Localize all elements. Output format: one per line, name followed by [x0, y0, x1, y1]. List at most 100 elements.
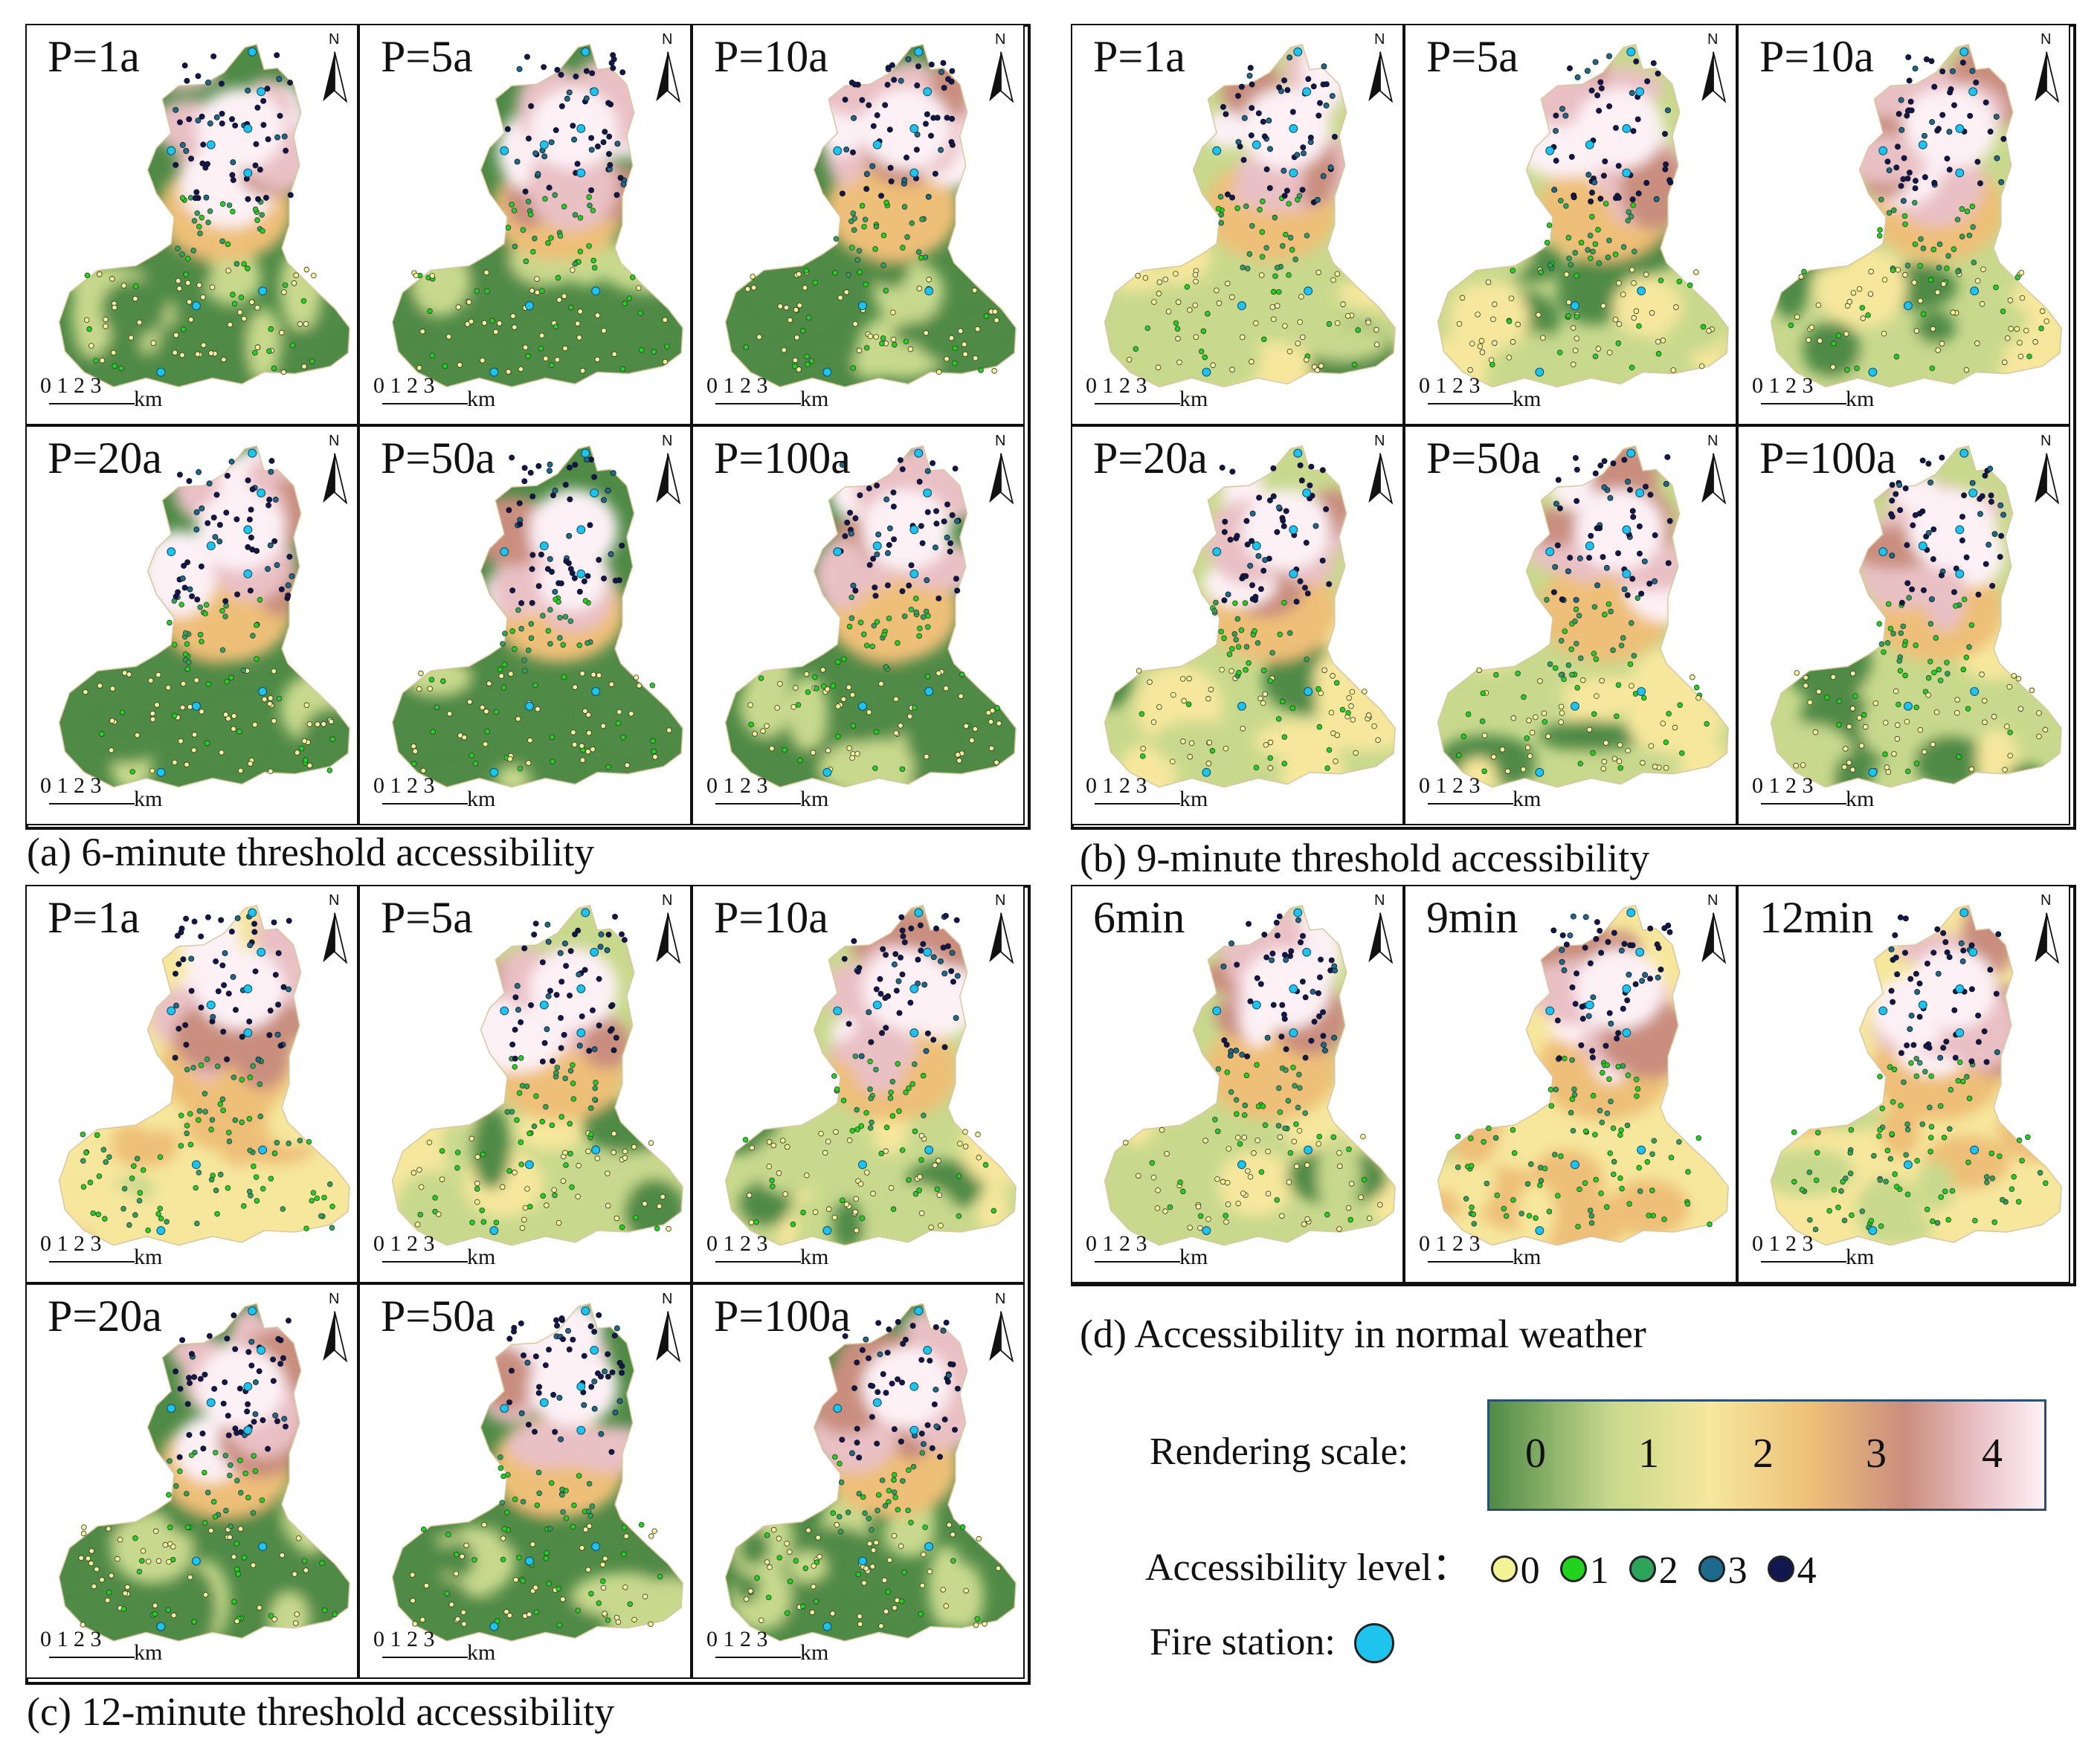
- fire-station-marker: [1571, 701, 1579, 711]
- point-level-0: [760, 728, 766, 734]
- region-outline: [391, 904, 683, 1246]
- point-level-0: [602, 1610, 608, 1616]
- point-level-1: [567, 1150, 573, 1157]
- point-level-0: [529, 1541, 536, 1547]
- point-level-0: [297, 321, 303, 327]
- point-level-4: [506, 507, 512, 513]
- point-level-0: [543, 355, 549, 362]
- point-level-1: [555, 274, 561, 281]
- point-level-1: [1218, 628, 1224, 635]
- point-level-3: [884, 549, 891, 556]
- fire-station-marker: [576, 569, 586, 578]
- point-level-1: [742, 1137, 749, 1143]
- point-level-0: [948, 335, 955, 341]
- point-level-0: [254, 304, 260, 311]
- point-level-1: [576, 1473, 582, 1479]
- point-level-4: [1946, 954, 1953, 961]
- point-level-1: [867, 1058, 873, 1065]
- point-level-4: [898, 1438, 904, 1445]
- point-level-0: [1913, 328, 1920, 334]
- region-outline: [1104, 445, 1396, 788]
- point-level-0: [1180, 738, 1186, 744]
- scale-numbers: 0 1 2 3: [1419, 1231, 1481, 1256]
- point-level-1: [276, 695, 283, 702]
- point-level-1: [622, 300, 628, 306]
- point-level-2: [1890, 631, 1896, 636]
- point-level-1: [1619, 1185, 1625, 1192]
- scale-bar: 0 1 2 3 km: [1086, 373, 1234, 418]
- point-level-3: [1606, 53, 1612, 59]
- point-level-0: [1800, 762, 1806, 768]
- point-level-4: [1614, 1035, 1620, 1042]
- point-level-3: [552, 588, 558, 595]
- point-level-4: [1908, 107, 1915, 114]
- point-level-4: [252, 162, 259, 169]
- point-level-3: [1655, 974, 1661, 981]
- point-level-1: [80, 1184, 87, 1190]
- fire-station-marker: [924, 687, 934, 696]
- point-level-0: [1843, 746, 1849, 752]
- point-level-0: [1794, 670, 1800, 676]
- point-level-2: [559, 1492, 565, 1498]
- region-outline: [1770, 445, 2062, 788]
- point-level-0: [1205, 695, 1211, 702]
- demand-points: [1793, 448, 2049, 777]
- point-level-1: [850, 365, 857, 371]
- point-level-0: [769, 745, 775, 752]
- point-level-4: [219, 120, 225, 127]
- point-level-1: [1890, 1099, 1896, 1105]
- point-level-0: [1850, 290, 1857, 296]
- point-level-1: [1215, 205, 1222, 212]
- point-level-2: [1588, 1220, 1595, 1226]
- point-level-1: [2026, 353, 2032, 360]
- point-level-0: [178, 738, 184, 744]
- point-level-4: [1316, 1013, 1322, 1019]
- point-level-1: [908, 1520, 914, 1526]
- point-level-2: [202, 1091, 208, 1097]
- point-level-1: [1479, 718, 1486, 724]
- point-level-1: [214, 1210, 220, 1217]
- point-level-3: [945, 1372, 952, 1379]
- point-level-0: [1333, 758, 1339, 764]
- point-level-1: [530, 248, 536, 255]
- point-level-1: [805, 315, 812, 321]
- point-level-1: [533, 1609, 540, 1615]
- fire-station-marker: [156, 767, 166, 777]
- point-level-2: [1901, 1079, 1907, 1086]
- point-level-4: [605, 1373, 611, 1380]
- point-level-0: [508, 671, 514, 677]
- point-level-1: [1595, 227, 1601, 233]
- point-level-2: [1544, 596, 1550, 603]
- point-level-4: [875, 1320, 882, 1326]
- north-arrow: N: [1697, 892, 1730, 965]
- scale-unit: km: [467, 787, 496, 811]
- point-level-1: [561, 204, 567, 210]
- point-level-0: [1508, 295, 1515, 302]
- point-level-0: [1812, 729, 1819, 735]
- point-level-1: [472, 761, 479, 767]
- contour-zone: [1442, 630, 1477, 672]
- point-level-1: [899, 1147, 906, 1153]
- point-level-0: [522, 344, 529, 351]
- point-level-2: [586, 1480, 593, 1487]
- map-panel: P=1a N 0 1 2 3 km: [1071, 24, 1404, 425]
- point-level-2: [1884, 639, 1891, 646]
- contour-zone: [537, 745, 571, 787]
- point-level-0: [184, 280, 191, 286]
- point-level-1: [86, 326, 92, 332]
- fire-station-marker: [243, 1425, 253, 1435]
- point-level-2: [1574, 640, 1579, 647]
- scale-line: [49, 803, 135, 805]
- point-level-0: [1982, 719, 1988, 726]
- point-level-0: [1214, 1176, 1220, 1182]
- point-level-0: [103, 323, 109, 329]
- point-level-3: [1886, 167, 1893, 174]
- point-level-4: [883, 952, 889, 958]
- point-level-1: [570, 1096, 577, 1102]
- point-level-1: [242, 1470, 249, 1477]
- scale-numbers: 0 1 2 3: [1752, 773, 1814, 798]
- point-level-0: [972, 355, 979, 361]
- point-level-3: [196, 469, 202, 475]
- point-level-2: [223, 1507, 229, 1514]
- north-arrow-left: [2035, 453, 2046, 503]
